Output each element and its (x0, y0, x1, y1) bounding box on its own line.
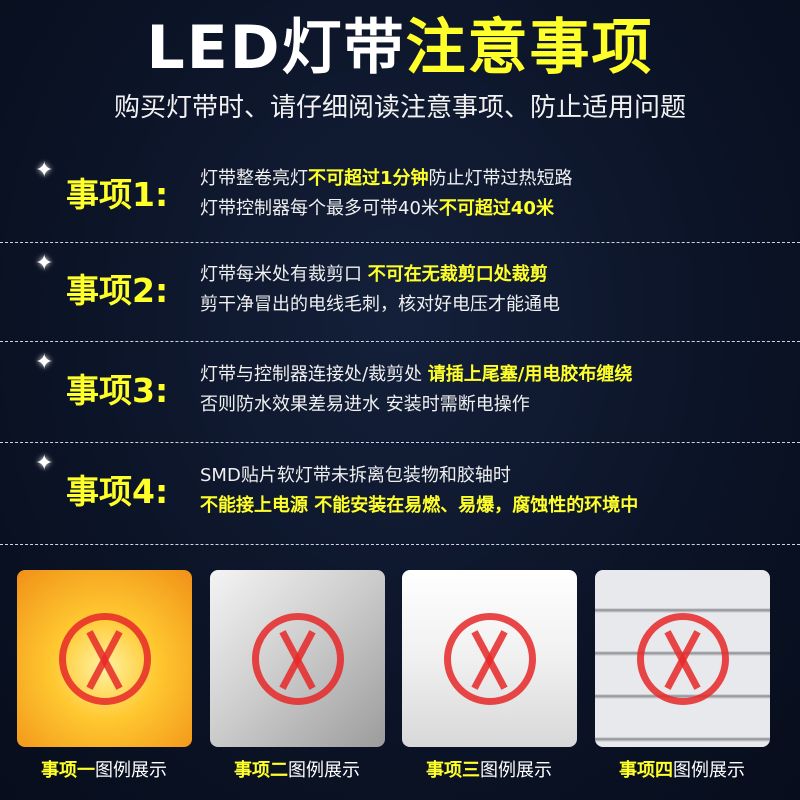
sparkle-icon: ✦ (35, 350, 54, 375)
prohibited-x-icon (58, 612, 151, 705)
notice-item: ✦ 事项3: 灯带与控制器连接处/裁剪处 请插上尾塞/用电胶布缠绕 否则防水效果差易… (0, 342, 800, 443)
item-line: 剪干净冒出的电线毛刺，核对好电压才能通电 (200, 290, 560, 320)
prohibited-x-icon (251, 612, 344, 705)
caption-text: 图例展示 (95, 760, 167, 781)
text-segment: 灯带控制器每个最多可带40米 (200, 197, 439, 219)
caption-highlight: 事项二 (234, 760, 288, 781)
item-text: SMD贴片软灯带未拆离包装物和胶轴时不能接上电源 不能安装在易燃、易爆，腐蚀性的… (200, 461, 638, 521)
item-label: 事项3: (66, 370, 169, 410)
item-label: 事项2: (66, 270, 169, 310)
page-title: LED灯带注意事项 (0, 8, 800, 88)
title-highlight: 注意事项 (405, 13, 654, 83)
text-segment: 否则防水效果差易进水 安装时需断电操作 (200, 393, 530, 415)
prohibited-x-icon (636, 612, 729, 705)
notice-item: ✦ 事项1: 灯带整卷亮灯不可超过1分钟防止灯带过热短路 灯带控制器每个最多可带40米… (0, 150, 800, 243)
title-plain: LED灯带 (146, 13, 406, 83)
example-caption: 事项二图例展示 (202, 757, 392, 785)
example-photo (595, 570, 770, 747)
item-text: 灯带整卷亮灯不可超过1分钟防止灯带过热短路 灯带控制器每个最多可带40米不可超过4… (200, 164, 573, 224)
example-photo (402, 570, 577, 747)
notice-item: ✦ 事项4: SMD贴片软灯带未拆离包装物和胶轴时不能接上电源 不能安装在易燃、易爆… (0, 443, 800, 545)
caption-highlight: 事项三 (426, 760, 480, 781)
text-segment: 防止灯带过热短路 (428, 167, 573, 189)
warning-text: 请插上尾塞/用电胶布缠绕 (427, 363, 633, 385)
caption-text: 图例展示 (673, 760, 745, 781)
sparkle-icon: ✦ (35, 158, 54, 183)
item-label: 事项1: (66, 174, 169, 214)
item-line: 灯带每米处有裁剪口 不可在无裁剪口处裁剪 (200, 260, 560, 290)
example-caption: 事项四图例展示 (587, 757, 777, 785)
prohibited-x-icon (443, 612, 536, 705)
caption-text: 图例展示 (288, 760, 360, 781)
text-segment: 灯带每米处有裁剪口 (200, 263, 368, 285)
notice-item: ✦ 事项2: 灯带每米处有裁剪口 不可在无裁剪口处裁剪剪干净冒出的电线毛刺，核对好电… (0, 243, 800, 342)
warning-text: 不可超过1分钟 (308, 167, 429, 189)
text-segment: 灯带与控制器连接处/裁剪处 (200, 363, 428, 385)
caption-text: 图例展示 (480, 760, 552, 781)
example-photo (210, 570, 385, 747)
warning-text: 不能接上电源 不能安装在易燃、易爆，腐蚀性的环境中 (200, 495, 639, 516)
item-line: 否则防水效果差易进水 安装时需断电操作 (200, 390, 632, 420)
warning-text: 不可在无裁剪口处裁剪 (367, 263, 548, 285)
item-line: SMD贴片软灯带未拆离包装物和胶轴时 (200, 461, 638, 491)
caption-highlight: 事项一 (41, 760, 95, 781)
text-segment: 剪干净冒出的电线毛刺，核对好电压才能通电 (200, 293, 560, 315)
item-line: 不能接上电源 不能安装在易燃、易爆，腐蚀性的环境中 (200, 491, 638, 521)
item-line: 灯带整卷亮灯不可超过1分钟防止灯带过热短路 (200, 164, 573, 194)
sparkle-icon: ✦ (35, 251, 54, 276)
item-label: 事项4: (66, 472, 169, 511)
caption-highlight: 事项四 (619, 760, 673, 781)
example-caption: 事项一图例展示 (9, 757, 199, 785)
warning-text: 不可超过40米 (438, 197, 554, 219)
item-line: 灯带与控制器连接处/裁剪处 请插上尾塞/用电胶布缠绕 (200, 360, 632, 390)
item-text: 灯带每米处有裁剪口 不可在无裁剪口处裁剪剪干净冒出的电线毛刺，核对好电压才能通电 (200, 260, 560, 320)
example-photo (17, 570, 192, 747)
subtitle: 购买灯带时、请仔细阅读注意事项、防止适用问题 (113, 93, 686, 123)
example-caption: 事项三图例展示 (394, 757, 584, 785)
text-segment: SMD贴片软灯带未拆离包装物和胶轴时 (200, 465, 511, 486)
item-text: 灯带与控制器连接处/裁剪处 请插上尾塞/用电胶布缠绕 否则防水效果差易进水 安装… (200, 360, 632, 420)
text-segment: 灯带整卷亮灯 (200, 167, 308, 189)
sparkle-icon: ✦ (35, 451, 54, 476)
item-line: 灯带控制器每个最多可带40米不可超过40米 (200, 194, 573, 224)
